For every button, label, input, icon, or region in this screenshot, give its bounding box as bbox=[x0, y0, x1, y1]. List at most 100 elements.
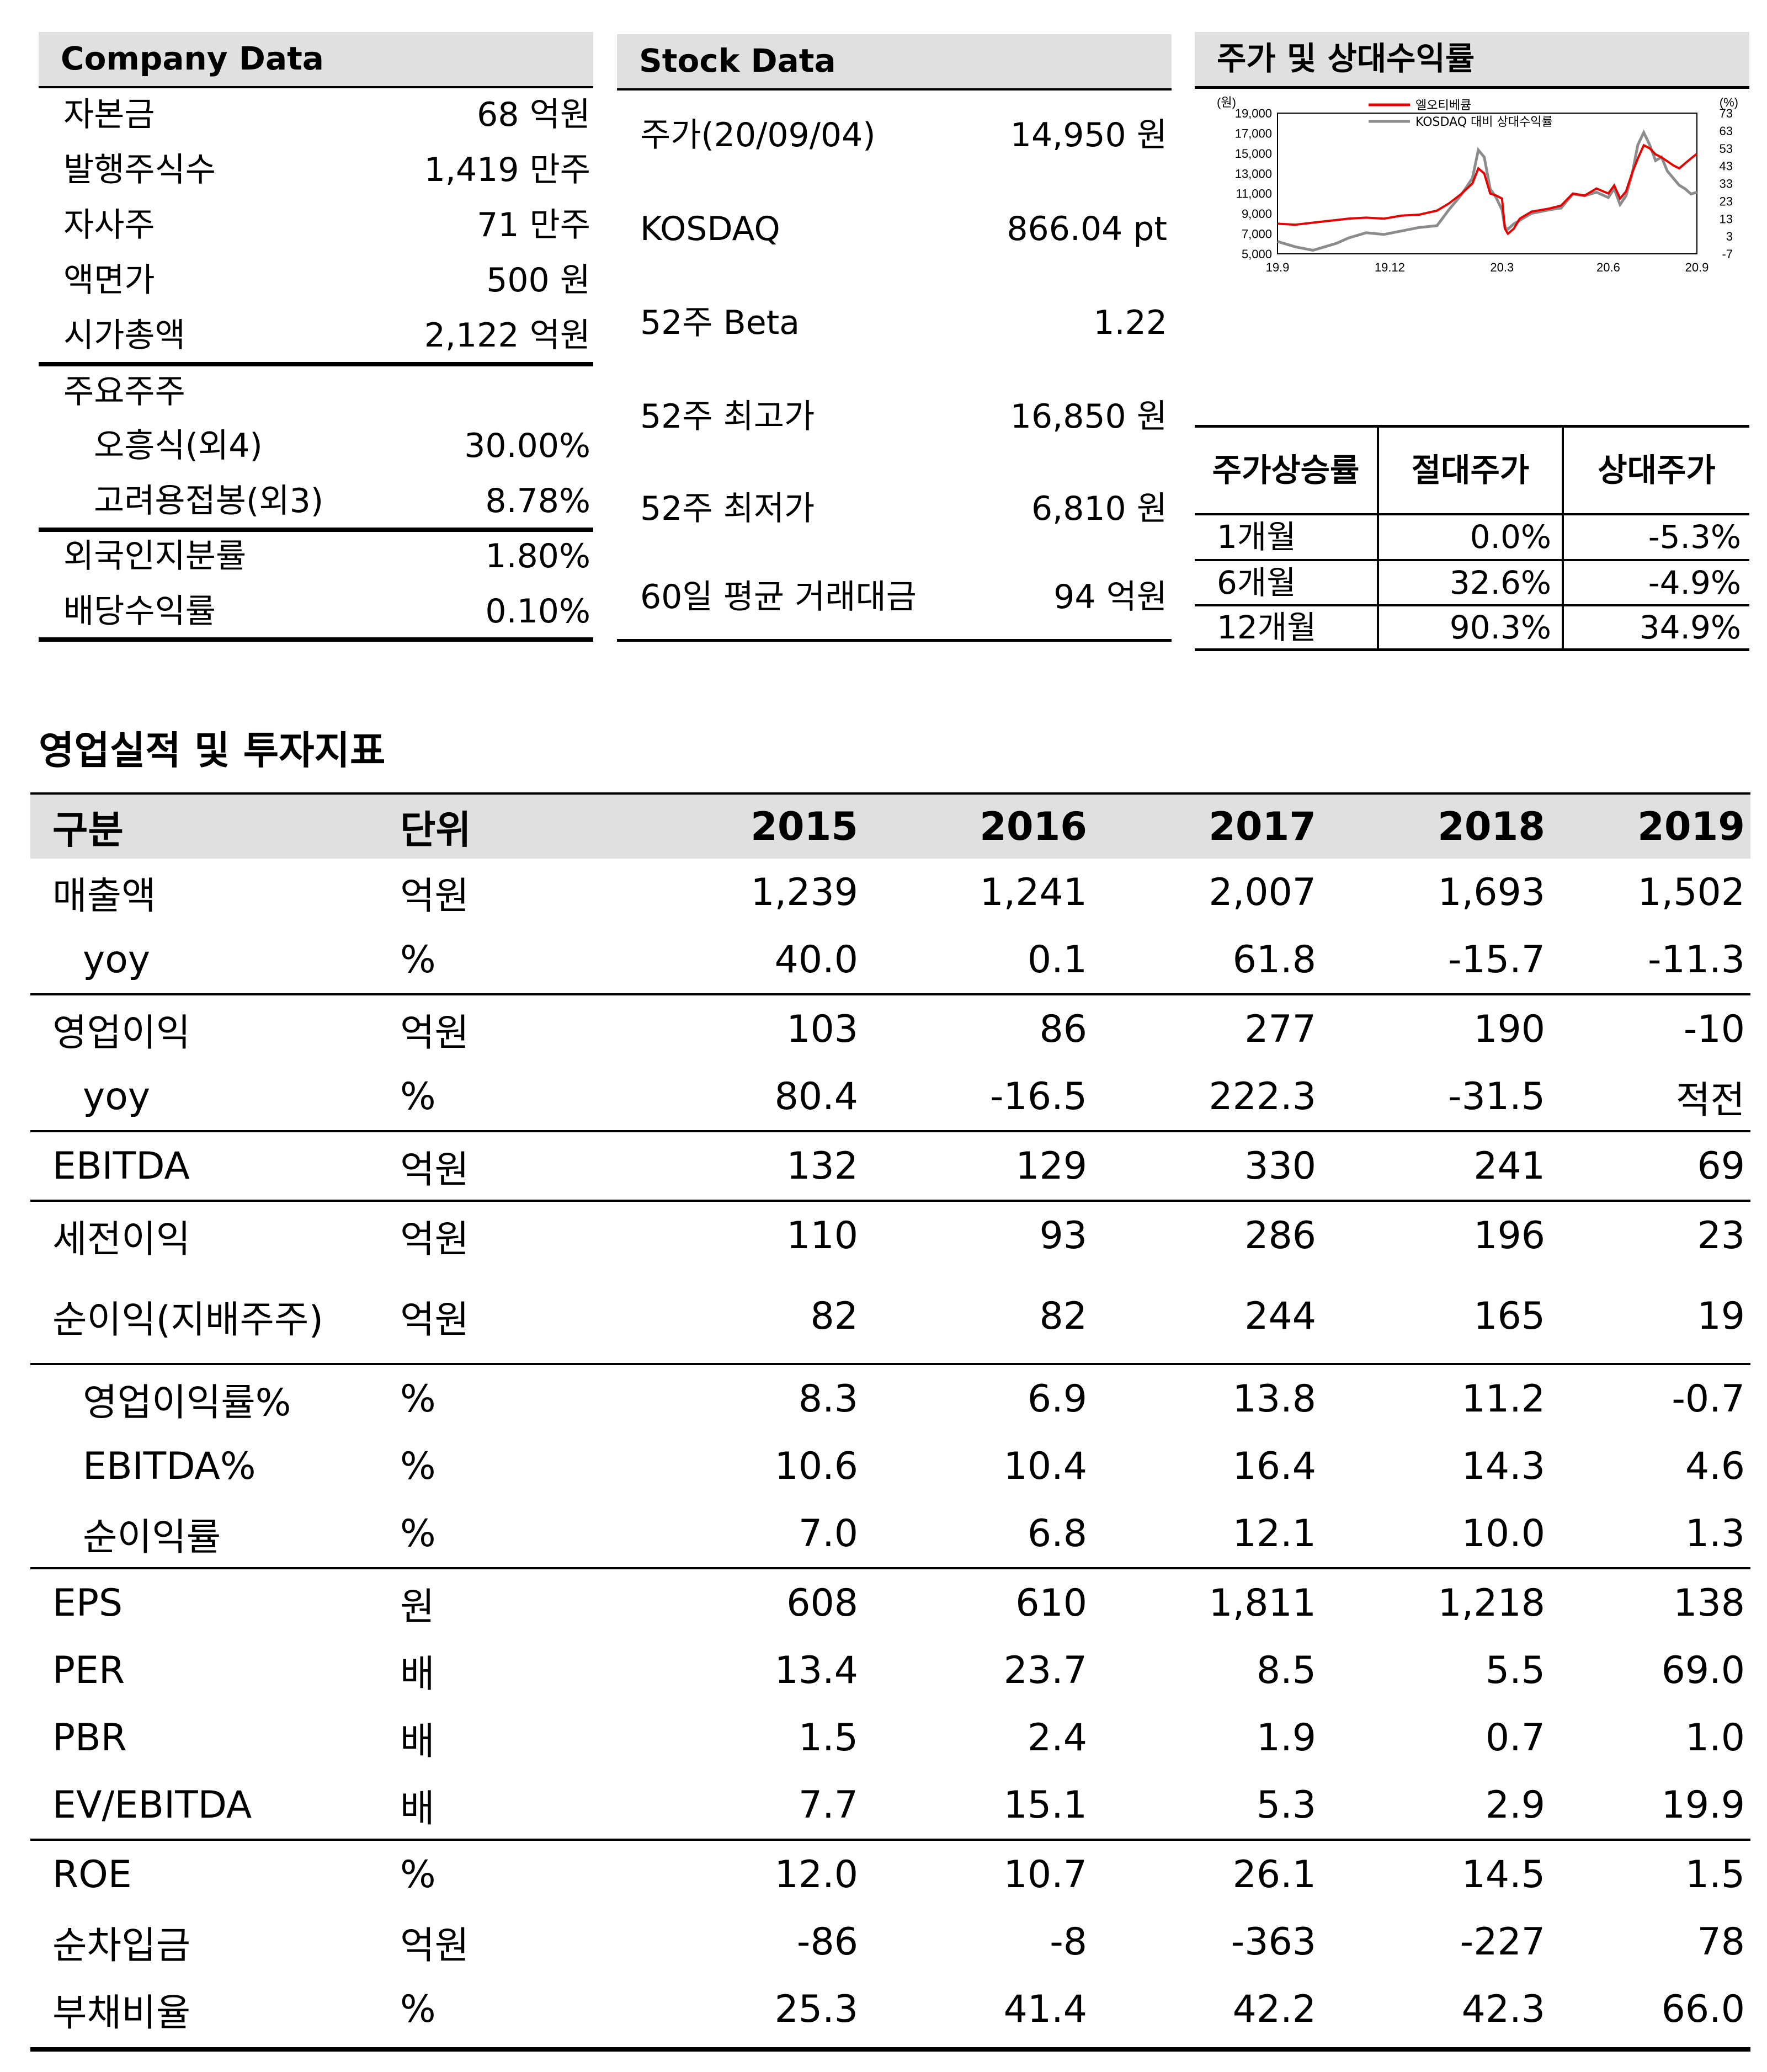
cell-value: 69 bbox=[1551, 1130, 1750, 1201]
table-row: EPS 원 608 610 1,811 1,218 138 bbox=[30, 1567, 1750, 1637]
perf-6m-rel: -4.9% bbox=[1648, 564, 1741, 601]
cell-value: 19.9 bbox=[1661, 1783, 1745, 1827]
table-row: PBR 배 1.5 2.4 1.9 0.7 1.0 bbox=[30, 1704, 1750, 1771]
perf-row-rule-2 bbox=[1195, 604, 1749, 606]
financials-bottom-rule bbox=[30, 2047, 1750, 2052]
row-unit: 억원 bbox=[400, 1924, 470, 1968]
company-rule-2 bbox=[39, 528, 593, 532]
header-2017: 2017 bbox=[1093, 795, 1322, 859]
row-unit: % bbox=[400, 1511, 436, 1556]
perf-header-absolute: 절대주가 bbox=[1411, 451, 1530, 489]
y-right-tick-label: 63 bbox=[1720, 124, 1733, 138]
y-right-tick-label: 43 bbox=[1720, 159, 1733, 173]
y-left-tick-label: 7,000 bbox=[1242, 227, 1272, 241]
cell-value: 1,218 bbox=[1322, 1567, 1551, 1637]
perf-header-relative: 상대주가 bbox=[1598, 451, 1716, 489]
stock-data-top-rule bbox=[617, 88, 1172, 90]
table-row: 매출액 억원 1,239 1,241 2,007 1,693 1,502 bbox=[30, 859, 1750, 926]
cell-value: 132 bbox=[648, 1130, 864, 1201]
company-row-mktcap: 시가총액 2,122 억원 bbox=[63, 316, 590, 355]
x-tick-label: 20.3 bbox=[1490, 260, 1514, 274]
row-unit: % bbox=[400, 1987, 436, 2031]
row-label: 순이익(지배주주) bbox=[52, 1298, 323, 1342]
perf-12m-label: 12개월 bbox=[1217, 609, 1317, 646]
row-label: yoy bbox=[83, 1074, 151, 1118]
stock-row-low: 52주 최저가 6,810 원 bbox=[640, 489, 1167, 528]
row-label: 매출액 bbox=[52, 874, 156, 918]
cell-value: 5.5 bbox=[1485, 1648, 1545, 1692]
company-holders-title: 주요주주 bbox=[63, 372, 185, 411]
perf-vline-1 bbox=[1377, 428, 1379, 651]
cell-value: 14.3 bbox=[1461, 1444, 1545, 1488]
cell-value: 190 bbox=[1322, 993, 1551, 1063]
y-right-tick-label: 53 bbox=[1720, 142, 1733, 156]
financials-table: 구분 단위 2015 2016 2017 2018 2019 매출액 억원 1,23… bbox=[30, 795, 1750, 2043]
cell-value: 241 bbox=[1322, 1130, 1551, 1201]
y-right-tick-label: -7 bbox=[1722, 247, 1733, 261]
cell-value: 4.6 bbox=[1685, 1444, 1745, 1488]
perf-header-period: 주가상승률 bbox=[1212, 451, 1360, 489]
perf-row-rule-1 bbox=[1195, 559, 1749, 561]
cell-value: 1.9 bbox=[1256, 1716, 1316, 1760]
company-data-top-rule bbox=[39, 86, 593, 88]
financials-header-row: 구분 단위 2015 2016 2017 2018 2019 bbox=[30, 795, 1750, 859]
cell-value: 61.8 bbox=[1232, 938, 1316, 982]
stock-row-beta: 52주 Beta 1.22 bbox=[640, 303, 1167, 342]
table-row: ROE% 12.0 10.7 26.1 14.5 1.5 bbox=[30, 1839, 1750, 1908]
plot-frame bbox=[1277, 113, 1697, 254]
company-data-title: Company Data bbox=[61, 40, 324, 77]
cell-value: 42.3 bbox=[1461, 1987, 1545, 2031]
cell-value: 1,241 bbox=[980, 870, 1087, 914]
table-row: EBITDA 억원 132 129 330 241 69 bbox=[30, 1130, 1750, 1201]
cell-value: 138 bbox=[1551, 1567, 1750, 1637]
table-row: 순차입금 억원 -86 -8 -363 -227 78 bbox=[30, 1908, 1750, 1975]
cell-value: 2.9 bbox=[1485, 1783, 1545, 1827]
y-right-unit: (%) bbox=[1720, 95, 1738, 109]
company-row-shares: 발행주식수 1,419 만주 bbox=[63, 151, 590, 189]
row-unit: 억원 bbox=[400, 993, 648, 1063]
row-unit: % bbox=[400, 1444, 436, 1488]
table-row: yoy% 40.0 0.1 61.8 -15.7 -11.3 bbox=[30, 926, 1750, 994]
cell-value: 7.0 bbox=[798, 1511, 858, 1556]
header-category: 구분 bbox=[30, 795, 400, 859]
perf-1m-rel: -5.3% bbox=[1648, 518, 1741, 556]
row-unit: 배 bbox=[400, 1719, 435, 1764]
company-row-dividend: 배당수익률 0.10% bbox=[63, 592, 590, 631]
cell-value: 82 bbox=[1039, 1294, 1087, 1338]
cell-value: 1.3 bbox=[1685, 1511, 1745, 1556]
cell-value: 608 bbox=[648, 1567, 864, 1637]
chart-panel-header: 주가 및 상대수익률 bbox=[1195, 32, 1749, 87]
cell-value: 277 bbox=[1093, 993, 1322, 1063]
stock-bottom-rule bbox=[617, 639, 1172, 642]
row-unit: % bbox=[400, 938, 436, 982]
y-left-tick-label: 19,000 bbox=[1235, 106, 1272, 120]
cell-value: 6.8 bbox=[1027, 1511, 1087, 1556]
table-row: EV/EBITDA 배 7.7 15.1 5.3 2.9 19.9 bbox=[30, 1771, 1750, 1840]
stock-row-turnover: 60일 평균 거래대금 94 억원 bbox=[640, 578, 1167, 616]
chart-panel-title: 주가 및 상대수익률 bbox=[1217, 40, 1475, 77]
financials-section-title: 영업실적 및 투자지표 bbox=[39, 728, 386, 773]
series-line-relative bbox=[1277, 129, 1697, 252]
y-left-tick-label: 5,000 bbox=[1242, 247, 1272, 261]
cell-value: -31.5 bbox=[1448, 1074, 1545, 1118]
cell-value: 78 bbox=[1697, 1920, 1745, 1964]
row-label: 부채비율 bbox=[52, 1991, 191, 2035]
y-left-tick-label: 9,000 bbox=[1242, 207, 1272, 221]
stock-row-price: 주가(20/09/04) 14,950 원 bbox=[640, 116, 1167, 155]
perf-header-rule bbox=[1195, 513, 1749, 515]
cell-value: 19 bbox=[1697, 1294, 1745, 1338]
row-label: 순차입금 bbox=[52, 1924, 191, 1968]
table-row: 순이익(지배주주) 억원 82 82 244 165 19 bbox=[30, 1269, 1750, 1364]
cell-value: 14.5 bbox=[1322, 1839, 1551, 1908]
cell-value: 7.7 bbox=[798, 1783, 858, 1827]
perf-vline-2 bbox=[1562, 428, 1564, 651]
y-right-tick-label: 3 bbox=[1726, 230, 1733, 243]
y-right-tick-label: 73 bbox=[1720, 106, 1733, 120]
cell-value: 1,693 bbox=[1438, 870, 1545, 914]
table-row: 순이익률% 7.0 6.8 12.1 10.0 1.3 bbox=[30, 1500, 1750, 1568]
cell-value: 610 bbox=[864, 1567, 1093, 1637]
row-unit: 배 bbox=[400, 1652, 435, 1696]
table-row: PER 배 13.4 23.7 8.5 5.5 69.0 bbox=[30, 1637, 1750, 1704]
row-unit: % bbox=[400, 1074, 436, 1118]
table-row: 영업이익률%% 8.3 6.9 13.8 11.2 -0.7 bbox=[30, 1363, 1750, 1432]
